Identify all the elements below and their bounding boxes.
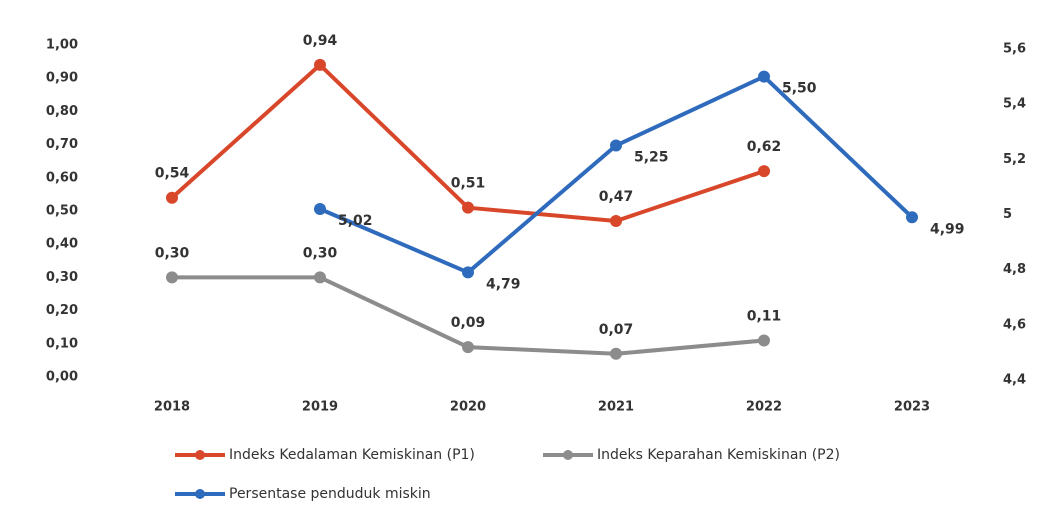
data-label: 0,51 [451, 176, 486, 192]
data-label: 0,09 [451, 315, 486, 331]
point [758, 70, 770, 83]
point [314, 202, 326, 215]
y2-tick-label: 5,4 [1003, 97, 1026, 112]
point [610, 214, 622, 227]
y-tick-label: 0,00 [46, 370, 78, 385]
y2-tick-label: 4,6 [1003, 317, 1026, 332]
y-tick-label: 0,70 [46, 137, 78, 152]
x-tick-label: 2020 [450, 400, 486, 415]
legend-label: Indeks Kedalaman Kemiskinan (P1) [229, 447, 475, 463]
point [462, 266, 474, 279]
y2-tick-label: 5,6 [1003, 42, 1026, 57]
x-tick-label: 2021 [598, 400, 634, 415]
data-label: 5,25 [634, 150, 669, 166]
point [758, 165, 770, 178]
point [314, 58, 326, 71]
legend-swatch-dot [195, 450, 205, 460]
legend-swatch-dot [195, 489, 205, 499]
data-label: 0,54 [155, 166, 190, 182]
legend-label: Indeks Keparahan Kemiskinan (P2) [597, 447, 840, 463]
data-label: 0,30 [303, 245, 338, 261]
point [610, 347, 622, 360]
y-tick-label: 0,50 [46, 204, 78, 219]
y2-tick-label: 5,2 [1003, 152, 1026, 167]
data-label: 0,94 [303, 33, 338, 49]
data-label: 0,07 [599, 322, 634, 338]
y-tick-label: 0,80 [46, 104, 78, 119]
data-label: 0,47 [599, 189, 634, 205]
y-tick-label: 0,10 [46, 336, 78, 351]
data-label: 0,62 [747, 139, 782, 155]
y2-tick-label: 5 [1003, 207, 1012, 222]
data-label: 4,79 [486, 276, 521, 292]
x-tick-label: 2018 [154, 400, 190, 415]
point [462, 341, 474, 354]
point [610, 139, 622, 152]
y-tick-label: 0,30 [46, 270, 78, 285]
data-label: 0,30 [155, 245, 190, 261]
legend-label: Persentase penduduk miskin [229, 486, 431, 502]
x-tick-label: 2023 [894, 400, 930, 415]
y-tick-label: 0,90 [46, 71, 78, 86]
y-tick-label: 0,40 [46, 237, 78, 252]
y-tick-label: 0,60 [46, 170, 78, 185]
point [462, 201, 474, 214]
y2-tick-label: 4,4 [1003, 373, 1026, 388]
data-label: 5,02 [338, 213, 373, 229]
x-tick-label: 2022 [746, 400, 782, 415]
point [166, 271, 178, 284]
data-label: 5,50 [782, 81, 817, 97]
data-label: 0,11 [747, 308, 782, 324]
x-tick-label: 2019 [302, 400, 338, 415]
series-line [319, 74, 914, 275]
point [314, 271, 326, 284]
y-tick-label: 1,00 [46, 38, 78, 53]
point [758, 334, 770, 347]
point [166, 191, 178, 204]
legend-swatch-dot [563, 450, 573, 460]
y-tick-label: 0,20 [46, 303, 78, 318]
point [906, 211, 918, 224]
y2-tick-label: 4,8 [1003, 262, 1026, 277]
data-label: 4,99 [930, 221, 965, 237]
series-line [170, 62, 765, 223]
